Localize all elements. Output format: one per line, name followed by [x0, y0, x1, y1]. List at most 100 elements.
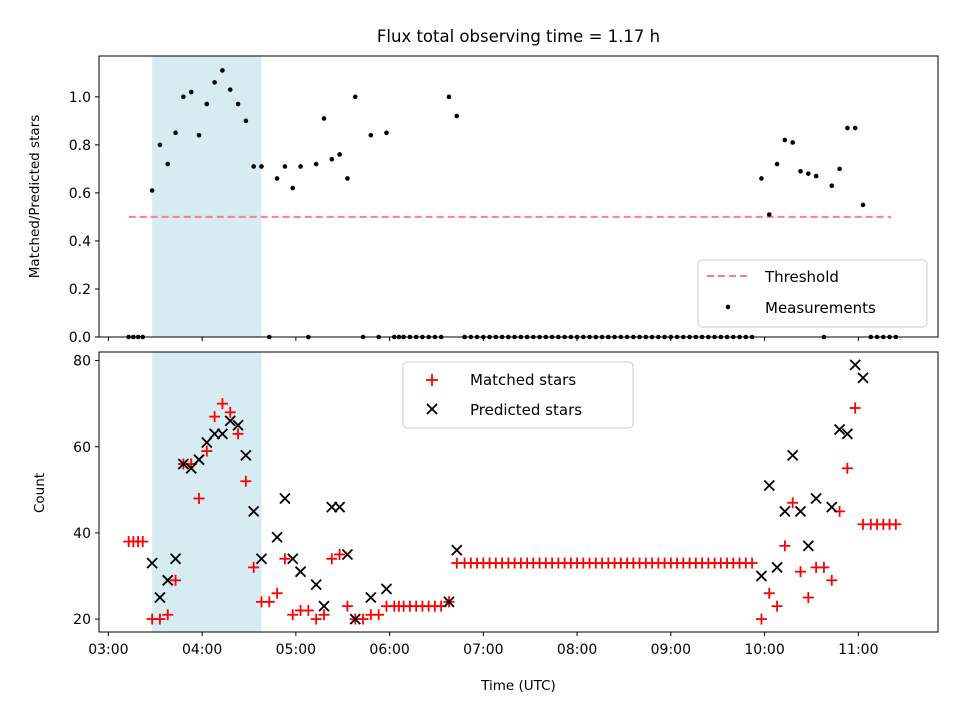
- matched-star-marker: [763, 587, 775, 599]
- predicted-star-marker: [154, 591, 166, 604]
- matched-star-marker: [802, 592, 814, 604]
- measurement-point: [227, 87, 233, 92]
- count-y-tick-label: 20: [73, 612, 91, 628]
- measurement-point: [251, 164, 256, 169]
- predicted-star-marker: [232, 419, 244, 431]
- measurement-point: [298, 164, 303, 169]
- measurement-point: [196, 132, 202, 138]
- count-x-tick-label: 09:00: [651, 642, 691, 658]
- ratio-y-tick-label: 0.8: [69, 138, 91, 154]
- matched-star-marker: [287, 609, 299, 621]
- measurement-point: [352, 94, 358, 100]
- matched-star-marker: [787, 497, 799, 509]
- matched-star-marker: [224, 406, 236, 418]
- measurement-point: [204, 101, 210, 107]
- predicted-star-marker: [857, 372, 869, 384]
- count-y-tick-label: 80: [73, 354, 91, 370]
- count-legend-box: [402, 361, 634, 429]
- ratio-y-tick-label: 0.2: [69, 282, 91, 298]
- measurement-point: [813, 173, 819, 179]
- predicted-star-marker: [349, 613, 361, 625]
- predicted-star-marker: [177, 458, 190, 470]
- measurement-point: [282, 164, 288, 169]
- legend-matched-label: Matched stars: [470, 371, 576, 389]
- predicted-star-marker: [169, 553, 182, 565]
- count-x-tick-label: 03:00: [88, 642, 128, 658]
- predicted-star-marker: [240, 449, 252, 462]
- measurement-point: [157, 142, 163, 148]
- measurement-point: [845, 125, 850, 131]
- matched-star-marker: [771, 600, 783, 612]
- count-x-tick-label: 05:00: [276, 642, 316, 658]
- observing-span-shade-lower: [152, 352, 262, 632]
- matched-star-marker: [341, 600, 353, 612]
- measurement-point: [806, 171, 811, 176]
- predicted-star-marker: [341, 548, 354, 561]
- matched-star-marker: [357, 613, 369, 625]
- measurement-point: [860, 202, 866, 208]
- measurement-point: [384, 130, 389, 136]
- predicted-star-marker: [810, 492, 822, 505]
- measurement-point: [454, 113, 460, 119]
- matched-star-marker: [373, 609, 385, 621]
- predicted-star-marker: [763, 479, 775, 492]
- predicted-stars-points: [146, 359, 869, 625]
- matched-star-marker: [248, 561, 260, 573]
- count-y-ticks: 20 40 60 80: [73, 354, 99, 628]
- predicted-star-marker: [255, 553, 268, 565]
- ratio-y-tick-label: 1.0: [69, 90, 91, 106]
- measurement-point: [212, 80, 217, 85]
- measurement-point: [321, 116, 327, 121]
- count-plot-frame: [98, 351, 939, 633]
- measurement-point: [259, 164, 264, 169]
- matched-star-marker: [746, 557, 758, 569]
- matched-star-marker: [209, 411, 221, 423]
- count-x-tick-label: 11:00: [838, 642, 878, 658]
- predicted-star-marker: [193, 454, 205, 466]
- matched-star-marker: [232, 428, 244, 440]
- legend-predicted-label: Predicted stars: [470, 401, 582, 419]
- count-legend: Matched stars Predicted stars: [402, 361, 634, 429]
- matched-star-marker: [841, 462, 853, 474]
- predicted-star-marker: [802, 540, 814, 552]
- predicted-star-marker: [787, 449, 799, 462]
- matched-star-marker: [890, 518, 902, 530]
- matched-star-marker: [279, 553, 291, 565]
- legend-threshold-label: Threshold: [764, 268, 839, 286]
- count-x-tick-label: 08:00: [557, 642, 597, 658]
- count-x-tick-label: 06:00: [369, 642, 409, 658]
- measurement-point: [852, 125, 858, 131]
- matched-star-marker: [818, 561, 830, 573]
- matched-star-marker: [310, 613, 322, 625]
- predicted-star-marker: [849, 359, 861, 371]
- legend-measurements-label: Measurements: [765, 299, 876, 317]
- predicted-star-marker: [779, 505, 791, 518]
- measurement-point: [337, 152, 342, 157]
- legend-matched-swatch: [426, 374, 438, 386]
- predicted-star-marker: [318, 600, 330, 612]
- legend-predicted-swatch: [426, 403, 438, 415]
- predicted-star-marker: [224, 415, 236, 427]
- measurement-point: [837, 166, 842, 172]
- matched-star-marker: [170, 574, 182, 586]
- predicted-star-marker: [833, 423, 846, 436]
- legend-measurements-swatch: [725, 304, 731, 310]
- measurement-point: [829, 183, 835, 188]
- predicted-star-marker: [310, 578, 322, 591]
- measurement-point: [782, 137, 788, 143]
- measurement-point: [290, 185, 296, 191]
- measurement-point: [220, 68, 225, 73]
- count-y-tick-label: 40: [73, 526, 91, 542]
- measurement-point: [766, 212, 772, 217]
- measurement-point: [446, 94, 452, 100]
- predicted-star-marker: [451, 544, 463, 556]
- measurement-point: [165, 161, 171, 167]
- observing-span-shade: [152, 56, 262, 337]
- measurement-point: [329, 156, 335, 162]
- predicted-star-marker: [333, 501, 346, 513]
- ratio-plot-frame: [98, 55, 939, 338]
- predicted-star-marker: [271, 531, 283, 543]
- matched-star-marker: [193, 492, 205, 504]
